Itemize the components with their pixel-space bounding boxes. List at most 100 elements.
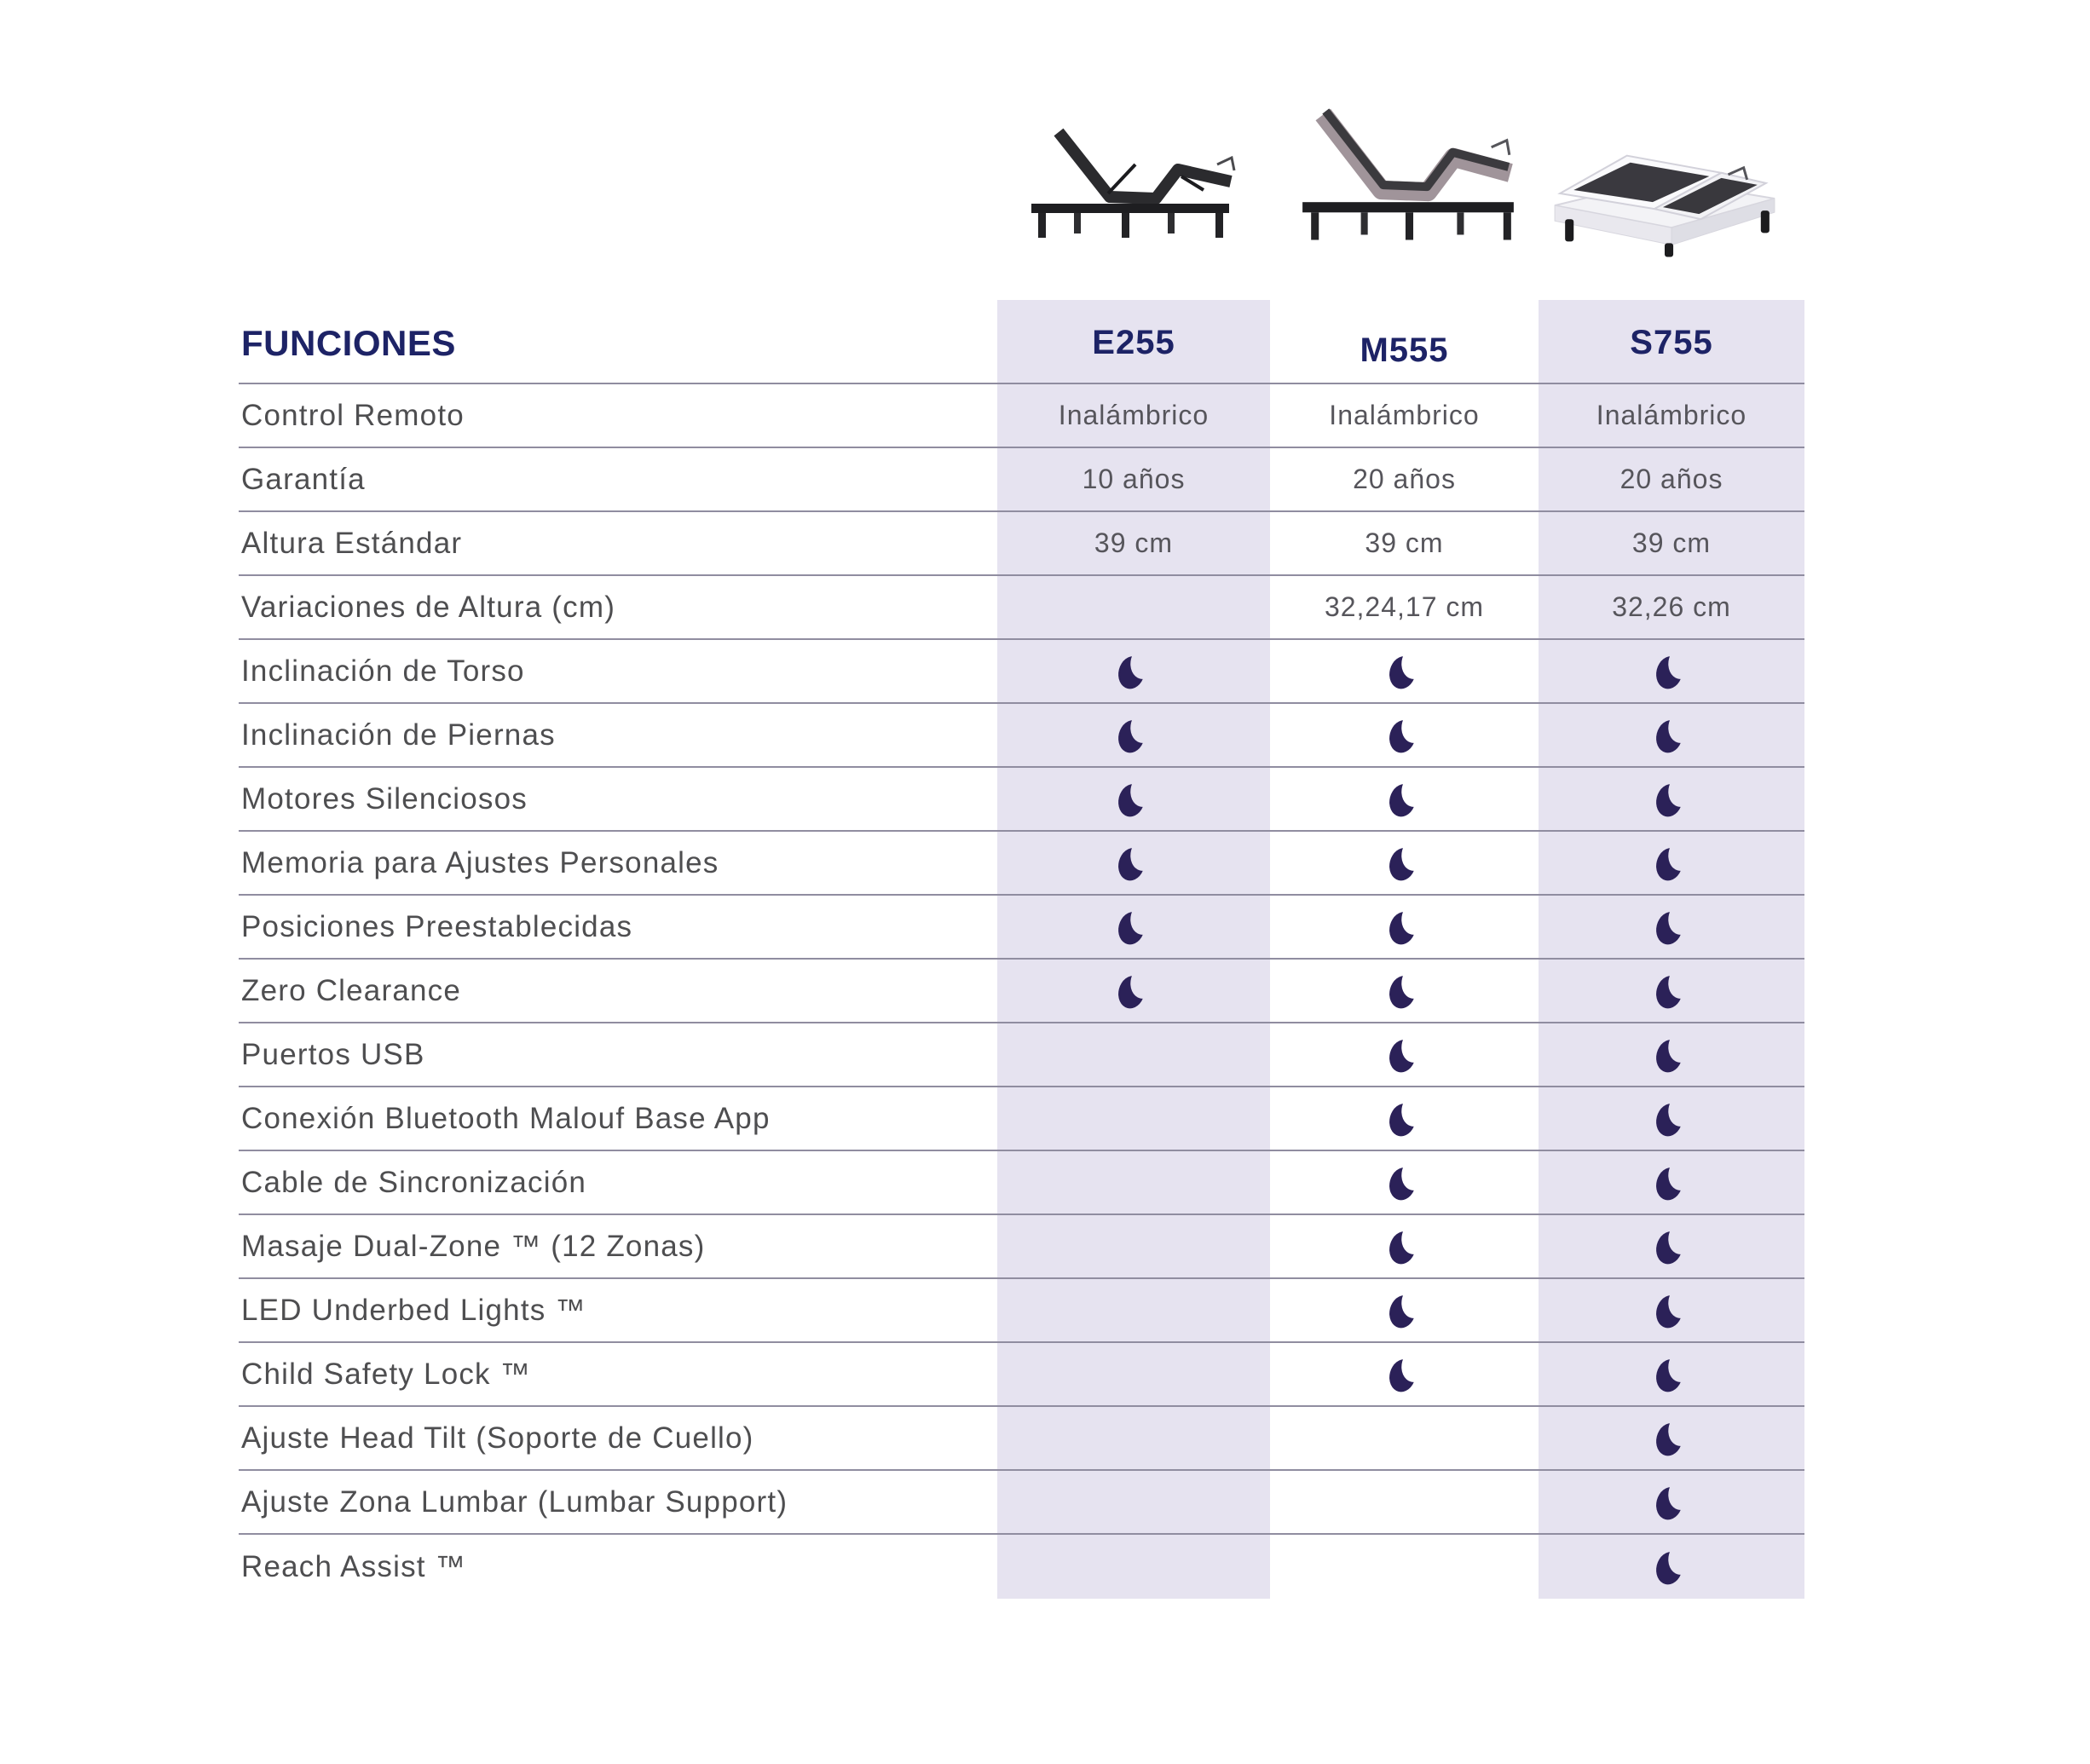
feature-value-e255 bbox=[997, 1407, 1270, 1469]
crescent-moon-icon bbox=[1656, 1551, 1683, 1584]
feature-label: Conexión Bluetooth Malouf Base App bbox=[241, 1101, 771, 1135]
table-row: Motores Silenciosos bbox=[239, 768, 1804, 832]
product-image-e255 bbox=[1021, 125, 1238, 240]
table-row: Altura Estándar 39 cm 39 cm 39 cm bbox=[239, 512, 1804, 576]
crescent-moon-icon bbox=[1118, 719, 1145, 752]
feature-value-m555 bbox=[1270, 1151, 1539, 1213]
feature-value-e255 bbox=[997, 1087, 1270, 1150]
crescent-moon-icon bbox=[1389, 911, 1416, 944]
feature-value-s755: 39 cm bbox=[1631, 527, 1712, 558]
table-row: LED Underbed Lights ™ bbox=[239, 1279, 1804, 1343]
crescent-moon-icon bbox=[1656, 1167, 1683, 1200]
feature-value-e255 bbox=[997, 1471, 1270, 1533]
feature-value-s755 bbox=[1539, 1279, 1804, 1341]
table-row: Cable de Sincronización bbox=[239, 1151, 1804, 1215]
feature-value-e255: Inalámbrico bbox=[1058, 400, 1210, 430]
product-image-m555 bbox=[1289, 102, 1529, 254]
feature-value-m555 bbox=[1270, 640, 1539, 702]
feature-value-s755 bbox=[1539, 1023, 1804, 1086]
feature-value-e255 bbox=[997, 704, 1270, 766]
feature-value-m555 bbox=[1270, 1343, 1539, 1405]
crescent-moon-icon bbox=[1656, 1231, 1683, 1264]
crescent-moon-icon bbox=[1656, 655, 1683, 689]
feature-value-s755 bbox=[1539, 1407, 1804, 1469]
feature-value-e255 bbox=[997, 576, 1270, 638]
feature-value-s755 bbox=[1539, 1087, 1804, 1150]
table-row: Ajuste Head Tilt (Soporte de Cuello) bbox=[239, 1407, 1804, 1471]
feature-label: Puertos USB bbox=[241, 1037, 425, 1071]
feature-value-e255 bbox=[997, 1215, 1270, 1277]
table-row: Zero Clearance bbox=[239, 960, 1804, 1023]
table-row: Ajuste Zona Lumbar (Lumbar Support) bbox=[239, 1471, 1804, 1535]
feature-value-m555: 32,24,17 cm bbox=[1324, 591, 1485, 622]
column-band-e255 bbox=[997, 300, 1270, 1599]
feature-value-e255 bbox=[997, 1279, 1270, 1341]
product-image-s755 bbox=[1544, 130, 1785, 259]
crescent-moon-icon bbox=[1389, 1231, 1416, 1264]
feature-value-s755: Inalámbrico bbox=[1596, 400, 1747, 430]
feature-value-s755 bbox=[1539, 960, 1804, 1022]
feature-value-m555: 39 cm bbox=[1365, 527, 1444, 558]
crescent-moon-icon bbox=[1656, 847, 1683, 880]
feature-label: Masaje Dual-Zone ™ (12 Zonas) bbox=[241, 1229, 706, 1263]
crescent-moon-icon bbox=[1389, 975, 1416, 1008]
table-row: Memoria para Ajustes Personales bbox=[239, 832, 1804, 896]
crescent-moon-icon bbox=[1389, 1039, 1416, 1072]
crescent-moon-icon bbox=[1656, 1422, 1683, 1456]
feature-value-s755 bbox=[1539, 1151, 1804, 1213]
feature-label: Inclinación de Piernas bbox=[241, 718, 556, 752]
column-header-e255: E255 bbox=[1092, 324, 1175, 361]
feature-value-m555 bbox=[1270, 960, 1539, 1022]
table-row: Reach Assist ™ bbox=[239, 1535, 1804, 1599]
feature-value-s755 bbox=[1539, 1215, 1804, 1277]
feature-label: Control Remoto bbox=[241, 398, 465, 432]
feature-label: Variaciones de Altura (cm) bbox=[241, 590, 616, 624]
feature-value-s755 bbox=[1539, 896, 1804, 958]
table-row: Child Safety Lock ™ bbox=[239, 1343, 1804, 1407]
feature-value-e255 bbox=[997, 1023, 1270, 1086]
comparison-table: FUNCIONES E255 M555 S755 Control Remoto … bbox=[239, 300, 1804, 1599]
crescent-moon-icon bbox=[1389, 655, 1416, 689]
crescent-moon-icon bbox=[1389, 1358, 1416, 1392]
table-row: Variaciones de Altura (cm) 32,24,17 cm 3… bbox=[239, 576, 1804, 640]
feature-value-m555 bbox=[1270, 832, 1539, 894]
crescent-moon-icon bbox=[1656, 719, 1683, 752]
column-header-s755: S755 bbox=[1630, 324, 1713, 361]
table-row: Inclinación de Piernas bbox=[239, 704, 1804, 768]
feature-value-s755 bbox=[1539, 768, 1804, 830]
feature-value-e255: 10 años bbox=[1082, 464, 1186, 494]
crescent-moon-icon bbox=[1656, 1358, 1683, 1392]
bed-illustration-m555-icon bbox=[1302, 108, 1514, 240]
feature-value-s755 bbox=[1539, 704, 1804, 766]
crescent-moon-icon bbox=[1118, 847, 1145, 880]
feature-value-e255 bbox=[997, 832, 1270, 894]
feature-value-s755 bbox=[1539, 832, 1804, 894]
crescent-moon-icon bbox=[1389, 1103, 1416, 1136]
bed-illustration-e255-icon bbox=[1031, 128, 1236, 238]
feature-value-e255 bbox=[997, 896, 1270, 958]
crescent-moon-icon bbox=[1118, 655, 1145, 689]
crescent-moon-icon bbox=[1118, 783, 1145, 816]
feature-value-m555 bbox=[1270, 704, 1539, 766]
feature-value-m555 bbox=[1270, 1279, 1539, 1341]
crescent-moon-icon bbox=[1389, 1167, 1416, 1200]
feature-label: Posiciones Preestablecidas bbox=[241, 909, 633, 943]
crescent-moon-icon bbox=[1656, 1294, 1683, 1328]
bed-illustration-s755-icon bbox=[1554, 154, 1775, 257]
feature-value-e255 bbox=[997, 1535, 1270, 1599]
feature-label: Reach Assist ™ bbox=[241, 1549, 466, 1583]
crescent-moon-icon bbox=[1118, 975, 1145, 1008]
feature-label: Motores Silenciosos bbox=[241, 781, 528, 816]
crescent-moon-icon bbox=[1656, 1103, 1683, 1136]
crescent-moon-icon bbox=[1389, 1294, 1416, 1328]
feature-value-e255: 39 cm bbox=[1094, 527, 1174, 558]
feature-value-m555 bbox=[1270, 1215, 1539, 1277]
feature-value-m555 bbox=[1270, 1535, 1539, 1599]
feature-value-e255 bbox=[997, 1151, 1270, 1213]
feature-value-e255 bbox=[997, 960, 1270, 1022]
table-header-row: FUNCIONES E255 M555 S755 bbox=[239, 300, 1804, 384]
crescent-moon-icon bbox=[1389, 847, 1416, 880]
crescent-moon-icon bbox=[1389, 783, 1416, 816]
table-row: Masaje Dual-Zone ™ (12 Zonas) bbox=[239, 1215, 1804, 1279]
